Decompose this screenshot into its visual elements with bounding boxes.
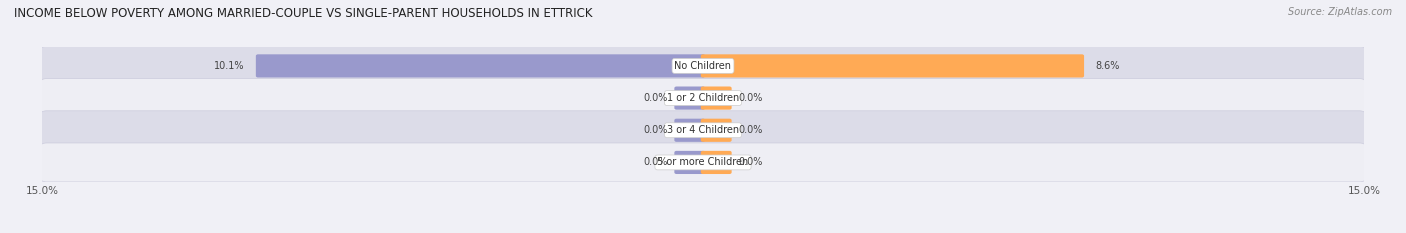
Text: 0.0%: 0.0% bbox=[644, 125, 668, 135]
FancyBboxPatch shape bbox=[675, 86, 706, 110]
FancyBboxPatch shape bbox=[39, 111, 1367, 150]
FancyBboxPatch shape bbox=[700, 119, 731, 142]
Text: Source: ZipAtlas.com: Source: ZipAtlas.com bbox=[1288, 7, 1392, 17]
Text: No Children: No Children bbox=[675, 61, 731, 71]
FancyBboxPatch shape bbox=[675, 119, 706, 142]
Text: 8.6%: 8.6% bbox=[1095, 61, 1119, 71]
FancyBboxPatch shape bbox=[700, 86, 731, 110]
Text: 10.1%: 10.1% bbox=[214, 61, 245, 71]
Text: 0.0%: 0.0% bbox=[738, 158, 762, 168]
Text: 1 or 2 Children: 1 or 2 Children bbox=[666, 93, 740, 103]
Text: 0.0%: 0.0% bbox=[644, 158, 668, 168]
FancyBboxPatch shape bbox=[39, 79, 1367, 117]
Text: 0.0%: 0.0% bbox=[738, 125, 762, 135]
FancyBboxPatch shape bbox=[256, 54, 706, 78]
FancyBboxPatch shape bbox=[675, 151, 706, 174]
FancyBboxPatch shape bbox=[700, 151, 731, 174]
Text: 0.0%: 0.0% bbox=[644, 93, 668, 103]
Text: INCOME BELOW POVERTY AMONG MARRIED-COUPLE VS SINGLE-PARENT HOUSEHOLDS IN ETTRICK: INCOME BELOW POVERTY AMONG MARRIED-COUPL… bbox=[14, 7, 592, 20]
Text: 0.0%: 0.0% bbox=[738, 93, 762, 103]
Text: 3 or 4 Children: 3 or 4 Children bbox=[666, 125, 740, 135]
FancyBboxPatch shape bbox=[700, 54, 1084, 78]
FancyBboxPatch shape bbox=[39, 46, 1367, 85]
Text: 5 or more Children: 5 or more Children bbox=[658, 158, 748, 168]
FancyBboxPatch shape bbox=[39, 143, 1367, 182]
